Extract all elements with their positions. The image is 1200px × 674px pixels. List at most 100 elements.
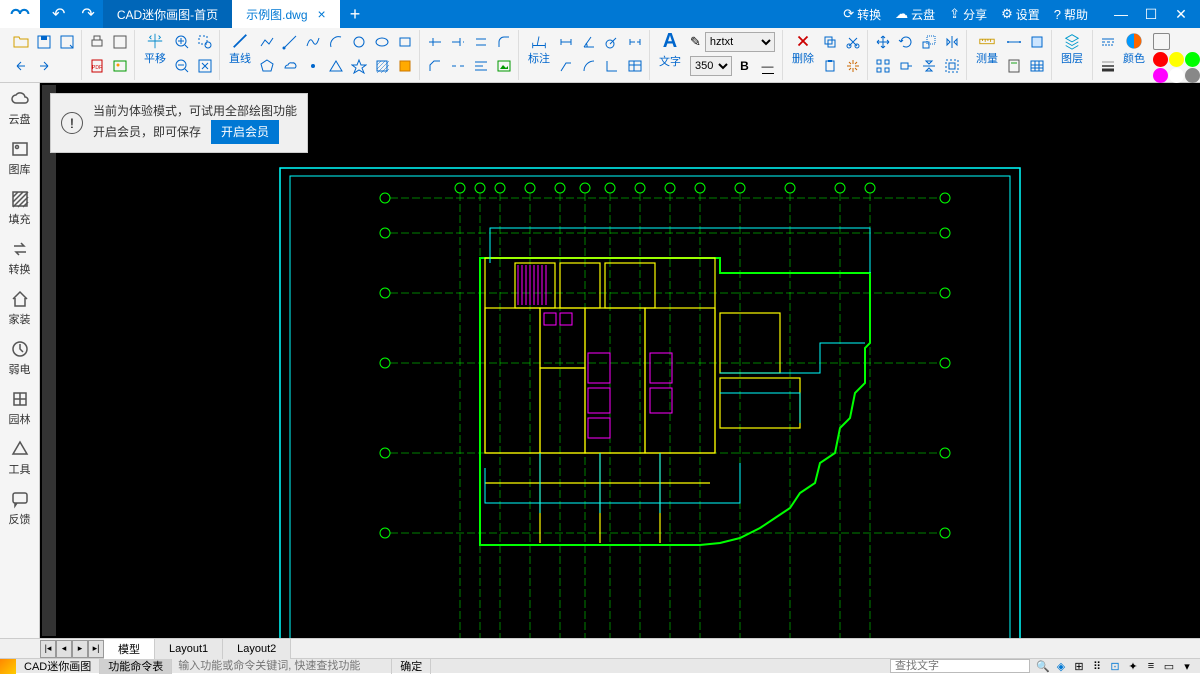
hatch-button[interactable] xyxy=(371,56,392,77)
linetype-button[interactable] xyxy=(1097,32,1118,53)
mirror-button[interactable] xyxy=(941,32,962,53)
image-button[interactable] xyxy=(493,56,514,77)
line-button[interactable]: 直线 xyxy=(224,30,256,68)
dim-table-button[interactable] xyxy=(624,56,645,77)
scale-button[interactable] xyxy=(918,32,939,53)
font-size-select[interactable]: 350 xyxy=(690,56,732,76)
underline-button[interactable]: — xyxy=(757,56,778,77)
status-cmd-table[interactable]: 功能命令表 xyxy=(100,659,172,674)
lwt-toggle[interactable]: ≡ xyxy=(1144,659,1158,673)
sidebar-item-gallery[interactable]: 图库 xyxy=(0,133,39,183)
ray-button[interactable] xyxy=(279,32,300,53)
ortho-toggle[interactable]: ⊞ xyxy=(1072,659,1086,673)
cloud-button[interactable]: ☁云盘 xyxy=(889,0,941,28)
color-swatch[interactable] xyxy=(1153,52,1168,67)
more-toggle[interactable]: ▾ xyxy=(1180,659,1194,673)
drawing-canvas[interactable]: ! 当前为体验模式，可试用全部绘图功能 开启会员，即可保存 开启会员 弱电平面图… xyxy=(40,83,1200,638)
sidebar-item-feedback[interactable]: 反馈 xyxy=(0,483,39,533)
tab-home[interactable]: CAD迷你画图-首页 xyxy=(103,0,232,28)
measure-area-button[interactable] xyxy=(1026,32,1047,53)
layout-tab-模型[interactable]: 模型 xyxy=(104,639,155,659)
measure-button[interactable]: 测量 xyxy=(971,30,1003,68)
undo-button[interactable] xyxy=(10,56,31,77)
current-color[interactable] xyxy=(1153,33,1170,50)
mirror-v-button[interactable] xyxy=(918,56,939,77)
export-img-button[interactable] xyxy=(109,56,130,77)
layout-nav-next[interactable]: ▸ xyxy=(72,640,88,658)
text-button[interactable]: A 文字 xyxy=(654,30,686,68)
move-button[interactable] xyxy=(872,32,893,53)
circle-button[interactable] xyxy=(348,32,369,53)
trial-upgrade-button[interactable]: 开启会员 xyxy=(211,120,279,144)
find-text-input[interactable] xyxy=(890,659,1030,673)
cut-button[interactable] xyxy=(842,32,863,53)
rotate-button[interactable] xyxy=(895,32,916,53)
group-button[interactable] xyxy=(941,56,962,77)
fillet-button[interactable] xyxy=(493,32,514,53)
tab-add-button[interactable]: + xyxy=(340,4,371,25)
star-button[interactable] xyxy=(348,56,369,77)
arc-button[interactable] xyxy=(325,32,346,53)
minimize-button[interactable]: — xyxy=(1106,0,1136,28)
sidebar-item-cloud[interactable]: 云盘 xyxy=(0,83,39,133)
layout-tab-Layout1[interactable]: Layout1 xyxy=(155,639,223,659)
table-button[interactable] xyxy=(1026,56,1047,77)
color-swatch[interactable] xyxy=(1153,68,1168,83)
layout-nav-last[interactable]: ▸| xyxy=(88,640,104,658)
saveas-button[interactable] xyxy=(56,32,77,53)
paste-button[interactable] xyxy=(819,56,840,77)
open-button[interactable] xyxy=(10,32,31,53)
osnap-toggle[interactable]: ⊡ xyxy=(1108,659,1122,673)
settings-button[interactable]: ⚙设置 xyxy=(995,0,1046,28)
color-swatch[interactable] xyxy=(1185,52,1200,67)
polar-toggle[interactable]: ✦ xyxy=(1126,659,1140,673)
maximize-button[interactable]: ☐ xyxy=(1136,0,1166,28)
explode-button[interactable] xyxy=(842,56,863,77)
status-ok-button[interactable]: 确定 xyxy=(392,659,431,674)
trim-button[interactable] xyxy=(424,32,445,53)
ellipse-button[interactable] xyxy=(371,32,392,53)
layer-button[interactable]: 图层 xyxy=(1056,30,1088,68)
zoom-extent-button[interactable] xyxy=(194,56,215,77)
zoom-out-button[interactable] xyxy=(171,56,192,77)
copy-button[interactable] xyxy=(819,32,840,53)
convert-button[interactable]: ⟳转换 xyxy=(837,0,887,28)
find-button[interactable]: 🔍 xyxy=(1036,659,1050,673)
rect-button[interactable] xyxy=(394,32,415,53)
sidebar-item-home[interactable]: 家装 xyxy=(0,283,39,333)
print-button[interactable] xyxy=(86,32,107,53)
nav-back-icon[interactable]: ↶ xyxy=(44,4,73,24)
delete-button[interactable]: 删除 xyxy=(787,30,819,68)
polygon-button[interactable] xyxy=(256,56,277,77)
print-preview-button[interactable] xyxy=(109,32,130,53)
font-name-select[interactable]: hztxt xyxy=(705,32,775,52)
sidebar-item-convert[interactable]: 转换 xyxy=(0,233,39,283)
cloud-button-draw[interactable] xyxy=(279,56,300,77)
close-button[interactable]: ✕ xyxy=(1166,0,1196,28)
color-swatch[interactable] xyxy=(1169,68,1184,83)
color-swatch[interactable] xyxy=(1169,52,1184,67)
sidebar-item-tool[interactable]: 工具 xyxy=(0,433,39,483)
array-button[interactable] xyxy=(872,56,893,77)
pan-button[interactable]: 平移 xyxy=(139,30,171,68)
dimension-button[interactable]: 标注 xyxy=(523,30,555,68)
tab-close-icon[interactable]: × xyxy=(318,6,326,22)
redo-button[interactable] xyxy=(33,56,54,77)
spline-button[interactable] xyxy=(302,32,323,53)
align-button[interactable] xyxy=(470,56,491,77)
dim-linear-button[interactable] xyxy=(555,32,576,53)
dim-arc-button[interactable] xyxy=(578,56,599,77)
color-swatch[interactable] xyxy=(1185,68,1200,83)
dim-radius-button[interactable] xyxy=(601,32,622,53)
sidebar-item-garden[interactable]: 园林 xyxy=(0,383,39,433)
offset-button[interactable] xyxy=(470,32,491,53)
dim-aligned-button[interactable] xyxy=(624,32,645,53)
point-button[interactable] xyxy=(302,56,323,77)
sidebar-item-hatch[interactable]: 填充 xyxy=(0,183,39,233)
tab-file[interactable]: 示例图.dwg × xyxy=(232,0,340,28)
polyline-button[interactable] xyxy=(256,32,277,53)
dim-ord-button[interactable] xyxy=(601,56,622,77)
calc-button[interactable] xyxy=(1003,56,1024,77)
lineweight-button[interactable] xyxy=(1097,56,1118,77)
block-button[interactable] xyxy=(394,56,415,77)
